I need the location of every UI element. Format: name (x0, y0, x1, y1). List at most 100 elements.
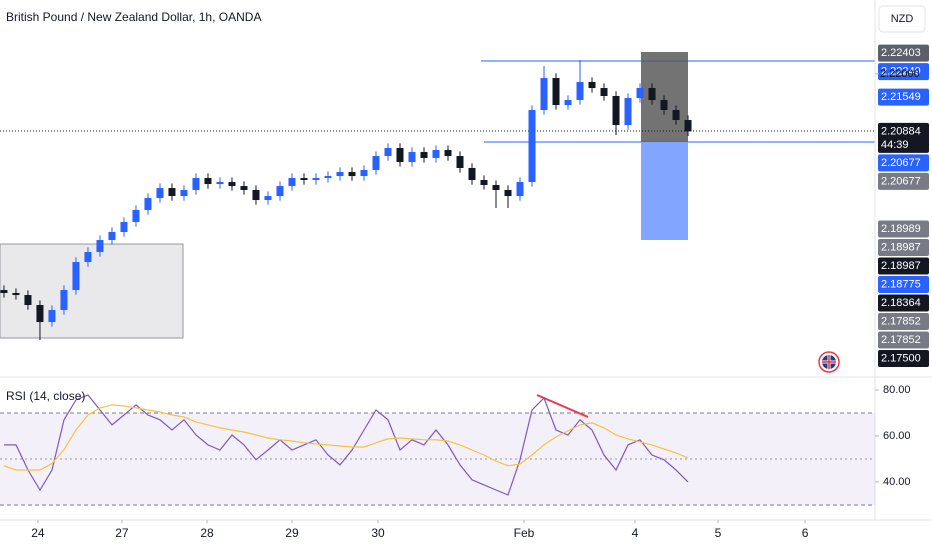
position-target (641, 142, 688, 240)
candle-body (276, 186, 284, 197)
candle-body (648, 88, 656, 101)
candle-body (120, 222, 128, 232)
candle-body (552, 78, 560, 106)
candle-body (96, 240, 104, 252)
y-tick-label: 80.00 (883, 384, 911, 396)
price-badge-label: 2.17500 (881, 352, 921, 364)
candle-body (0, 290, 8, 294)
candle-body (528, 110, 536, 183)
price-badge-label: 2.20884 (881, 125, 921, 137)
candle-body (288, 177, 296, 187)
candle-body (156, 188, 164, 199)
candle-body (348, 172, 356, 177)
price-badge (878, 122, 929, 153)
candle-body (372, 156, 380, 171)
price-badge-label: 2.17852 (881, 334, 921, 346)
price-badge-label: 2.20677 (881, 175, 921, 187)
price-badge (878, 331, 929, 349)
candle-body (108, 231, 116, 241)
candle-body (24, 295, 32, 306)
candle-body (360, 170, 368, 177)
countdown-label: 44:39 (881, 139, 909, 151)
candle-body (480, 180, 488, 186)
currency-box (878, 5, 926, 33)
x-tick-label: 5 (715, 526, 722, 540)
candle-body (660, 100, 668, 111)
price-badge (878, 350, 929, 368)
candle-body (492, 185, 500, 190)
price-badge (878, 239, 929, 257)
candle-body (396, 148, 404, 163)
candle-body (432, 150, 440, 158)
currency-label: NZD (891, 13, 914, 25)
candle-body (516, 182, 524, 197)
candle-body (504, 189, 512, 197)
candle-body (216, 182, 224, 185)
candle-body (588, 81, 596, 89)
price-badge-label: 2.22249 (881, 65, 921, 77)
x-tick-label: 4 (632, 526, 639, 540)
price-badge-label: 2.22403 (881, 47, 921, 59)
x-tick-label: 29 (285, 526, 299, 540)
y-tick-label: 60.00 (883, 430, 911, 442)
candle-body (72, 262, 80, 291)
price-badge (878, 276, 929, 294)
candle-body (384, 148, 392, 157)
x-tick-label: 30 (371, 526, 385, 540)
price-badge-label: 2.18775 (881, 278, 921, 290)
range-box (0, 243, 184, 339)
candle-body (60, 290, 68, 311)
candle-body (240, 186, 248, 190)
price-badge-label: 2.18989 (881, 223, 921, 235)
y-tick-label: 40.00 (883, 476, 911, 488)
candle-body (228, 182, 236, 187)
candle-body (324, 176, 332, 178)
candle-body (408, 152, 416, 163)
price-badge (878, 44, 929, 62)
x-tick-label: 28 (200, 526, 214, 540)
price-badge (878, 172, 929, 190)
chart-title: British Pound / New Zealand Dollar, 1h, … (6, 10, 261, 24)
rsi-label: RSI (14, close) (6, 389, 85, 403)
candle-body (624, 98, 632, 126)
candle-body (600, 88, 608, 97)
price-badge (878, 313, 929, 331)
candle-body (132, 209, 140, 223)
x-tick-label: Feb (514, 526, 535, 540)
candle-body (84, 251, 92, 263)
candle-body (144, 198, 152, 210)
price-badge-label: 2.21549 (881, 91, 921, 103)
price-badge-label: 2.18364 (881, 297, 921, 309)
x-tick-label: 6 (802, 526, 809, 540)
candle-body (612, 96, 620, 126)
flag-icon (818, 351, 840, 373)
candle-body (540, 78, 548, 111)
price-badge-label: 2.18987 (881, 241, 921, 253)
price-badge (878, 294, 929, 312)
candle-body (36, 305, 44, 323)
rsi-ma-line (3, 404, 689, 471)
drawings (0, 0, 932, 521)
price-badge-label: 2.17852 (881, 315, 921, 327)
candle-body (684, 120, 692, 132)
price-badge-label: 2.18987 (881, 260, 921, 272)
candle-body (192, 177, 200, 190)
candle-body (252, 189, 260, 200)
x-tick-label: 24 (31, 526, 45, 540)
candle-body (312, 177, 320, 181)
candle-body (564, 100, 572, 106)
candle-body (48, 310, 56, 323)
price-badge (878, 88, 929, 106)
x-tick-label: 27 (115, 526, 129, 540)
marks (0, 60, 692, 496)
divergence-line (536, 394, 589, 418)
candle-body (300, 177, 308, 181)
candle-body (576, 81, 584, 101)
price-badge (878, 220, 929, 238)
candle-body (180, 189, 188, 197)
price-tick-label: 2.22000 (880, 68, 920, 80)
price-badge (878, 257, 929, 275)
candle-body (204, 177, 212, 185)
